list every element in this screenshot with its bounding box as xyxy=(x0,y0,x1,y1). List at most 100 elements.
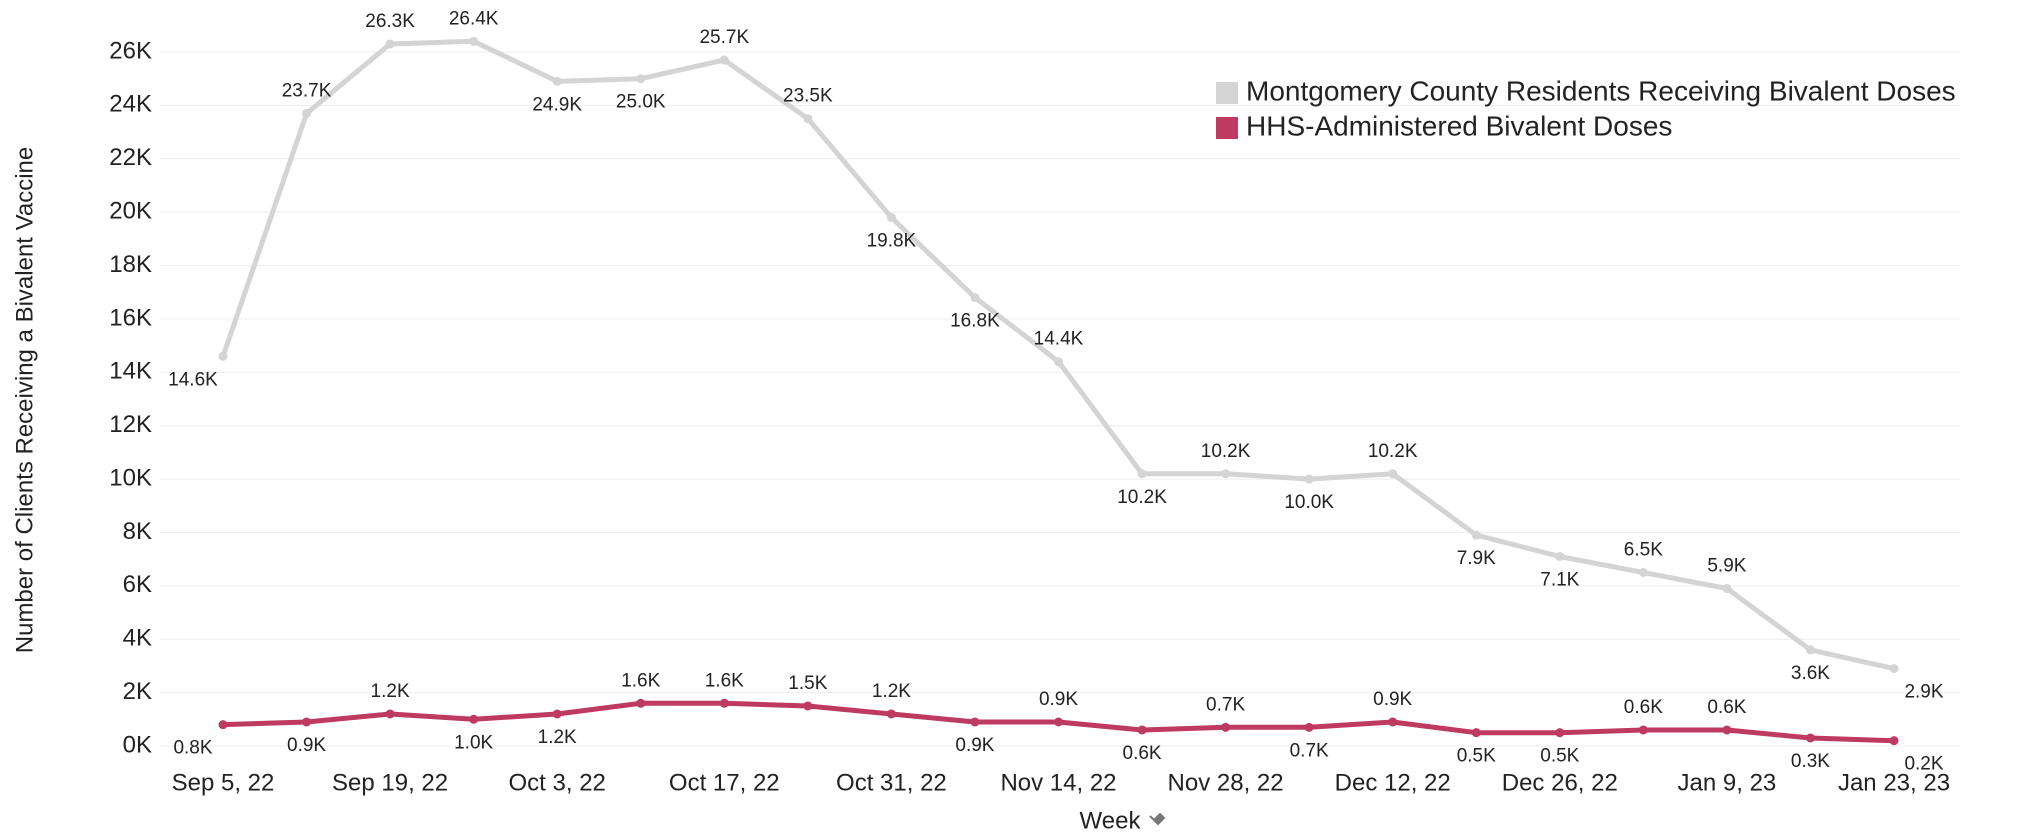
data-label: 5.9K xyxy=(1707,556,1746,577)
data-point xyxy=(719,55,729,65)
data-point xyxy=(385,709,395,719)
data-label: 6.5K xyxy=(1624,540,1663,561)
data-label: 0.3K xyxy=(1791,751,1830,772)
data-point xyxy=(970,717,980,727)
data-point xyxy=(218,351,228,361)
data-label: 1.2K xyxy=(371,681,410,702)
data-point xyxy=(1221,469,1231,479)
data-label: 0.9K xyxy=(1039,689,1078,710)
data-label: 1.2K xyxy=(872,681,911,702)
y-tick-label: 0K xyxy=(123,731,152,758)
data-point xyxy=(1137,725,1147,735)
y-tick-label: 22K xyxy=(109,144,152,171)
data-label: 0.7K xyxy=(1290,740,1329,761)
data-point xyxy=(1805,733,1815,743)
y-tick-label: 16K xyxy=(109,304,152,331)
data-point xyxy=(1221,722,1231,732)
data-label: 0.5K xyxy=(1457,746,1496,767)
data-label: 0.6K xyxy=(1123,743,1162,764)
data-label: 0.2K xyxy=(1904,754,1943,775)
data-point xyxy=(1388,469,1398,479)
data-label: 0.9K xyxy=(287,735,326,756)
y-tick-label: 8K xyxy=(123,518,152,545)
data-label: 0.7K xyxy=(1206,694,1245,715)
data-point xyxy=(1638,568,1648,577)
data-point xyxy=(1555,551,1565,561)
data-point xyxy=(1471,530,1481,540)
data-label: 0.6K xyxy=(1624,697,1663,718)
x-tick-label: Dec 12, 22 xyxy=(1335,769,1451,796)
x-tick-label: Oct 17, 22 xyxy=(669,769,780,796)
data-label: 1.2K xyxy=(538,727,577,748)
data-point xyxy=(1805,645,1815,655)
data-label: 26.4K xyxy=(449,8,499,29)
data-point xyxy=(1388,717,1398,727)
data-point xyxy=(302,717,312,727)
data-label: 14.6K xyxy=(168,369,218,390)
legend-swatch xyxy=(1216,82,1238,104)
x-axis-title: Week xyxy=(1080,807,1142,833)
x-tick-label: Sep 5, 22 xyxy=(172,769,275,796)
data-point xyxy=(1054,717,1063,727)
legend-label: HHS-Administered Bivalent Doses xyxy=(1246,110,1672,141)
y-tick-label: 20K xyxy=(109,197,152,224)
y-tick-label: 6K xyxy=(123,571,152,598)
data-label: 1.5K xyxy=(788,673,827,694)
data-label: 16.8K xyxy=(950,311,1000,332)
data-label: 26.3K xyxy=(365,11,415,32)
data-label: 0.8K xyxy=(173,738,212,759)
data-point xyxy=(719,698,729,708)
x-tick-label: Sep 19, 22 xyxy=(332,769,448,796)
data-point xyxy=(1304,722,1314,732)
y-tick-label: 4K xyxy=(123,625,152,652)
data-point xyxy=(1137,469,1147,479)
data-point xyxy=(552,709,562,719)
data-point xyxy=(469,36,479,46)
x-tick-label: Dec 26, 22 xyxy=(1502,769,1618,796)
data-point xyxy=(385,39,395,49)
data-point xyxy=(886,212,896,222)
data-point xyxy=(636,698,646,708)
data-label: 23.7K xyxy=(282,80,332,101)
data-label: 25.0K xyxy=(616,92,666,113)
data-point xyxy=(1471,728,1481,738)
data-point xyxy=(218,720,228,730)
data-point xyxy=(1722,725,1732,735)
data-label: 25.7K xyxy=(699,27,749,48)
data-label: 10.2K xyxy=(1368,441,1418,462)
data-point xyxy=(1304,474,1314,484)
data-point xyxy=(970,293,980,303)
data-point xyxy=(1722,584,1732,594)
data-point xyxy=(552,76,562,86)
data-point xyxy=(886,709,896,719)
data-point xyxy=(803,114,813,124)
data-point xyxy=(469,714,479,724)
data-point xyxy=(1054,357,1063,367)
legend-label: Montgomery County Residents Receiving Bi… xyxy=(1246,75,1956,106)
data-label: 1.6K xyxy=(705,670,744,691)
data-label: 10.2K xyxy=(1201,441,1251,462)
x-tick-label: Jan 9, 23 xyxy=(1678,769,1777,796)
data-point xyxy=(1889,664,1899,674)
y-tick-label: 24K xyxy=(109,91,152,118)
data-point xyxy=(1889,736,1899,746)
pin-icon xyxy=(1149,812,1166,826)
x-tick-label: Oct 3, 22 xyxy=(509,769,606,796)
data-label: 0.6K xyxy=(1707,697,1746,718)
legend-swatch xyxy=(1216,117,1238,139)
y-tick-label: 12K xyxy=(109,411,152,438)
data-label: 1.0K xyxy=(454,732,493,753)
data-label: 24.9K xyxy=(532,94,582,115)
data-label: 19.8K xyxy=(867,231,917,252)
data-label: 1.6K xyxy=(621,670,660,691)
data-label: 23.5K xyxy=(783,86,833,107)
y-axis-title: Number of Clients Receiving a Bivalent V… xyxy=(11,147,38,653)
data-label: 2.9K xyxy=(1904,682,1943,703)
x-tick-label: Nov 28, 22 xyxy=(1168,769,1284,796)
data-point xyxy=(302,108,312,118)
data-label: 10.0K xyxy=(1284,492,1334,513)
data-label: 10.2K xyxy=(1117,487,1167,508)
y-tick-label: 10K xyxy=(109,464,152,491)
data-label: 3.6K xyxy=(1791,663,1830,684)
